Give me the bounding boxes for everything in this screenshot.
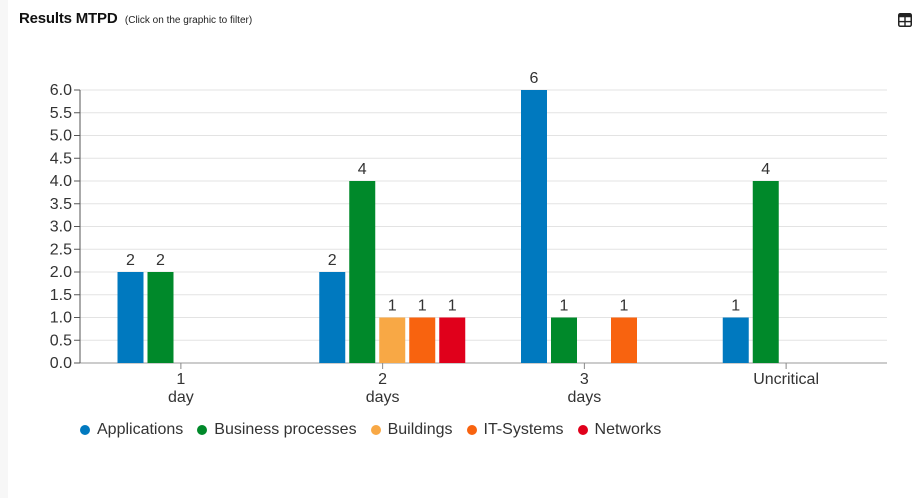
x-tick-label: Uncritical bbox=[753, 371, 819, 388]
y-tick-label: 1.0 bbox=[50, 310, 72, 327]
legend-item[interactable]: Business processes bbox=[197, 421, 357, 439]
data-label: 1 bbox=[388, 298, 397, 315]
y-tick-label: 4.5 bbox=[50, 150, 72, 167]
data-label: 2 bbox=[156, 252, 165, 269]
data-label: 1 bbox=[560, 298, 569, 315]
chart-legend: Applications Business processes Buildings I… bbox=[80, 421, 675, 439]
bar[interactable] bbox=[379, 317, 406, 364]
y-tick-label: 0.5 bbox=[50, 332, 72, 349]
data-label: 2 bbox=[126, 252, 135, 269]
y-tick-label: 4.0 bbox=[50, 173, 72, 190]
page-title: Results MTPD bbox=[19, 10, 118, 27]
y-tick-label: 3.0 bbox=[50, 219, 72, 236]
x-tick-label: 2 bbox=[378, 371, 387, 388]
bar[interactable] bbox=[409, 317, 436, 364]
legend-label: Applications bbox=[97, 421, 184, 438]
x-tick-label: days bbox=[366, 389, 400, 406]
y-tick-label: 3.5 bbox=[50, 196, 72, 213]
x-tick-label: 3 bbox=[580, 371, 589, 388]
data-label: 1 bbox=[448, 298, 457, 315]
bar[interactable] bbox=[752, 181, 779, 363]
y-tick-label: 5.5 bbox=[50, 105, 72, 122]
bar[interactable] bbox=[117, 272, 144, 363]
bar[interactable] bbox=[349, 181, 376, 363]
y-tick-label: 2.0 bbox=[50, 264, 72, 281]
bar[interactable] bbox=[551, 317, 577, 364]
legend-marker bbox=[197, 425, 208, 435]
data-label: 1 bbox=[731, 298, 740, 315]
legend-item[interactable]: IT-Systems bbox=[466, 421, 564, 439]
x-tick-label: 1 bbox=[176, 371, 185, 388]
y-tick-label: 5.0 bbox=[50, 128, 72, 145]
bar[interactable] bbox=[611, 317, 637, 364]
legend-item[interactable]: Buildings bbox=[370, 421, 453, 439]
y-tick-label: 6.0 bbox=[50, 82, 72, 99]
legend-label: IT-Systems bbox=[483, 421, 564, 438]
legend-marker bbox=[370, 425, 381, 435]
bar[interactable] bbox=[319, 272, 346, 363]
legend-marker bbox=[80, 425, 90, 435]
x-tick-label: days bbox=[567, 389, 601, 406]
data-label: 1 bbox=[418, 298, 427, 315]
legend-marker bbox=[466, 425, 477, 435]
filter-hint: (Click on the graphic to filter) bbox=[124, 15, 253, 26]
y-tick-label: 0.0 bbox=[50, 355, 72, 372]
x-tick-label: day bbox=[168, 389, 194, 406]
legend-label: Buildings bbox=[387, 421, 453, 438]
data-label: 4 bbox=[761, 161, 770, 178]
data-label: 1 bbox=[620, 298, 629, 315]
bar[interactable] bbox=[439, 317, 466, 364]
bar[interactable] bbox=[147, 272, 174, 363]
y-tick-label: 2.5 bbox=[50, 241, 72, 258]
bar[interactable] bbox=[722, 317, 749, 364]
legend-marker bbox=[577, 425, 588, 435]
legend-label: Networks bbox=[594, 421, 662, 438]
data-label: 4 bbox=[358, 161, 367, 178]
y-tick-label: 1.5 bbox=[50, 287, 72, 304]
table-icon[interactable] bbox=[898, 13, 912, 27]
bar[interactable] bbox=[521, 90, 547, 363]
panel-header: Results MTPD (Click on the graphic to fi… bbox=[19, 10, 252, 28]
legend-item[interactable]: Applications bbox=[80, 421, 183, 439]
legend-label: Business processes bbox=[214, 421, 357, 438]
data-label: 6 bbox=[530, 70, 539, 87]
legend-item[interactable]: Networks bbox=[577, 421, 662, 439]
data-label: 2 bbox=[328, 252, 337, 269]
